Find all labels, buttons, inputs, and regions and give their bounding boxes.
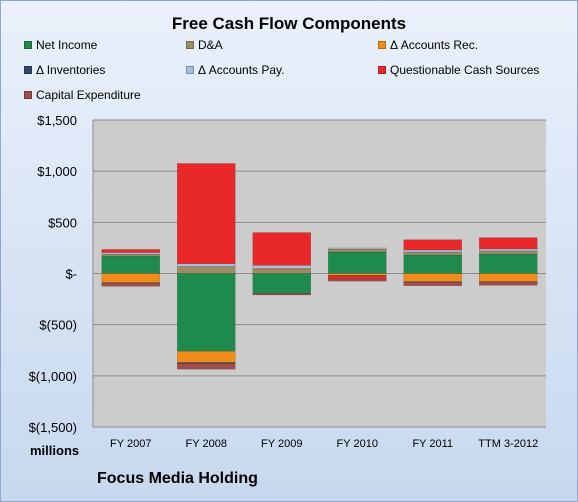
bar-segment [177, 263, 236, 267]
y-tick-label: $(1,000) [29, 369, 77, 384]
x-tick-label: FY 2008 [186, 438, 227, 450]
bar-segment [328, 248, 387, 253]
x-tick-label: TTM 3-2012 [478, 438, 538, 450]
y-tick-label: $(1,500) [29, 420, 77, 435]
bar-segment [101, 253, 160, 257]
legend-label: Δ Accounts Pay. [198, 63, 285, 77]
bar-segment [328, 278, 387, 282]
legend-item: Δ Inventories [24, 63, 105, 77]
bar-segment [403, 281, 462, 287]
bar-segment [479, 281, 538, 286]
legend-swatch [378, 41, 386, 49]
legend-label: Δ Accounts Rec. [390, 38, 479, 52]
y-tick-label: $500 [48, 215, 77, 230]
legend-swatch [186, 66, 194, 74]
legend-item: D&A [186, 38, 223, 52]
bar-segment [252, 265, 311, 269]
bar-segment [177, 363, 236, 370]
legend-item: Δ Accounts Pay. [186, 63, 285, 77]
y-tick-label: $1,500 [37, 113, 77, 128]
y-tick-label: $- [65, 267, 77, 282]
x-tick-label: FY 2011 [412, 438, 453, 450]
legend-label: Capital Expenditure [36, 88, 141, 102]
bar-segment [479, 253, 538, 274]
bar-segment [403, 273, 462, 282]
bar-segment [252, 293, 311, 296]
legend-swatch [186, 41, 194, 49]
bar-segment [479, 273, 538, 282]
legend-item: Questionable Cash Sources [378, 63, 539, 77]
legend-swatch [24, 91, 32, 99]
bar-segment [403, 254, 462, 274]
bar-segment [252, 269, 311, 274]
bar-segment [479, 248, 538, 252]
legend-item: Net Income [24, 38, 97, 52]
bar-segment [328, 275, 387, 280]
bar-segment [101, 255, 160, 274]
legend-item: Capital Expenditure [24, 88, 141, 102]
bar-segment [403, 251, 462, 256]
bar-segment [328, 273, 387, 276]
bar-segment [252, 273, 311, 294]
bar-segment [177, 351, 236, 363]
legend-swatch [24, 66, 32, 74]
legend-label: D&A [198, 38, 223, 52]
bar-segment [177, 163, 236, 265]
bar-segment [101, 249, 160, 253]
bar-segment [328, 251, 387, 274]
y-tick-label: $1,000 [37, 164, 77, 179]
legend-item: Δ Accounts Rec. [378, 38, 478, 52]
legend-label: Questionable Cash Sources [390, 63, 540, 77]
x-tick-label: FY 2007 [110, 438, 151, 450]
bar-segment [101, 273, 160, 283]
bar-segment [101, 282, 160, 284]
bar-segment [177, 273, 236, 352]
bar-segment [252, 232, 311, 266]
bar-segment [479, 250, 538, 255]
legend-swatch [378, 66, 386, 74]
x-tick-label: FY 2010 [337, 438, 378, 450]
legend-label: Δ Inventories [36, 63, 106, 77]
bar-segment [328, 247, 387, 250]
bar-segment [403, 239, 462, 251]
x-tick-label: FY 2009 [261, 438, 302, 450]
units-label: millions [30, 443, 80, 458]
company-name: Focus Media Holding [97, 470, 258, 487]
legend-swatch [24, 41, 32, 49]
bar-segment [177, 266, 236, 274]
legend-label: Net Income [36, 38, 98, 52]
bar-segment [479, 237, 538, 250]
chart-title: Free Cash Flow Components [171, 14, 407, 33]
bar-segment [403, 249, 462, 253]
y-tick-label: $(500) [39, 318, 77, 333]
bar-segment [101, 282, 160, 287]
